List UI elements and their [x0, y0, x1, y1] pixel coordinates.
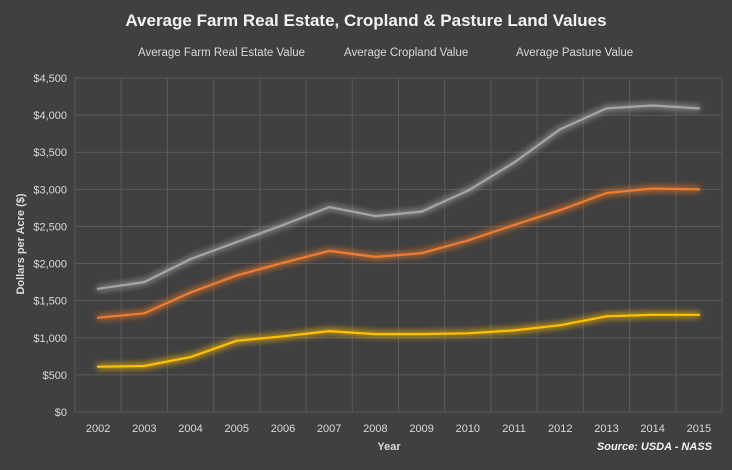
legend-label: Average Pasture Value: [516, 47, 633, 59]
y-tick-label: $500: [43, 370, 67, 382]
data-point: [466, 332, 470, 335]
x-tick-label: 2014: [640, 423, 664, 435]
y-tick-label: $1,000: [33, 333, 67, 345]
x-tick-label: 2015: [687, 423, 711, 435]
x-tick-label: 2013: [594, 423, 618, 435]
x-tick-label: 2004: [178, 423, 202, 435]
data-point: [605, 315, 608, 318]
data-point: [189, 257, 192, 261]
chart-legend: Average Farm Real Estate Value Average Cr…: [112, 47, 633, 59]
y-axis-ticks: $0 $500 $1,000 $1,500 $2,000 $2,500 $3,000 $3,5…: [33, 73, 67, 419]
data-point: [374, 214, 377, 218]
data-point: [143, 364, 146, 368]
data-point: [651, 187, 654, 190]
data-point: [512, 223, 516, 227]
data-point: [374, 332, 377, 336]
data-point: [559, 128, 562, 131]
x-tick-label: 2012: [548, 423, 572, 435]
x-tick-label: 2008: [363, 423, 387, 435]
x-tick-label: 2011: [502, 423, 526, 435]
data-point: [697, 313, 701, 316]
y-tick-label: $2,500: [33, 221, 67, 233]
data-point: [189, 355, 192, 359]
data-point: [466, 239, 470, 242]
y-tick-label: $3,000: [33, 184, 67, 196]
data-point: [143, 312, 146, 315]
x-tick-label: 2006: [271, 423, 295, 435]
data-point: [281, 223, 285, 227]
data-point: [235, 274, 238, 277]
data-point: [605, 107, 608, 110]
x-tick-label: 2009: [409, 423, 433, 435]
series-line: [96, 187, 701, 319]
x-tick-label: 2002: [86, 423, 110, 435]
data-point: [327, 329, 331, 333]
x-axis-title: Year: [377, 441, 401, 453]
data-point: [420, 332, 423, 336]
data-point: [189, 291, 192, 294]
data-point: [281, 261, 285, 265]
legend-label: Average Cropland Value: [344, 47, 468, 59]
legend-item: Average Pasture Value: [490, 47, 633, 59]
data-point: [420, 251, 423, 255]
series-line: [96, 313, 701, 368]
data-point: [605, 191, 608, 195]
y-tick-label: $4,500: [33, 73, 67, 85]
x-tick-label: 2010: [456, 423, 480, 435]
y-axis-title: Dollars per Acre ($): [15, 193, 27, 294]
y-tick-label: $0: [55, 407, 67, 419]
x-tick-label: 2003: [132, 423, 156, 435]
data-point: [374, 255, 377, 259]
data-point: [420, 210, 423, 213]
x-tick-label: 2007: [317, 423, 341, 435]
data-point: [559, 208, 562, 212]
x-tick-label: 2005: [225, 423, 249, 435]
data-point: [235, 240, 238, 244]
data-point: [466, 189, 470, 193]
series-line: [96, 104, 701, 290]
data-point: [697, 188, 701, 191]
data-point: [651, 313, 654, 316]
legend-item: Average Farm Real Estate Value: [112, 47, 305, 59]
gridlines: [74, 77, 723, 413]
y-tick-label: $4,000: [33, 110, 67, 122]
data-point: [327, 205, 331, 209]
x-axis-ticks: 2002 2003 2004 2005 2006 2007 2008 2009 2010 2011…: [86, 423, 711, 435]
data-point: [96, 287, 100, 290]
data-point: [96, 365, 100, 368]
series-layer: [96, 104, 701, 368]
data-point: [512, 329, 516, 332]
data-point: [697, 107, 701, 110]
chart-title: Average Farm Real Estate, Cropland & Pas…: [125, 11, 606, 30]
data-point: [559, 323, 562, 327]
data-point: [96, 316, 100, 319]
y-tick-label: $3,500: [33, 147, 67, 159]
legend-item: Average Cropland Value: [318, 47, 468, 59]
data-point: [512, 161, 516, 164]
data-point: [281, 335, 285, 338]
source-note: Source: USDA - NASS: [597, 441, 713, 453]
data-point: [143, 280, 146, 284]
data-point: [235, 339, 238, 342]
y-tick-label: $1,500: [33, 296, 67, 308]
data-point: [651, 104, 654, 107]
legend-label: Average Farm Real Estate Value: [138, 47, 305, 59]
y-tick-label: $2,000: [33, 259, 67, 271]
data-point: [327, 249, 331, 253]
